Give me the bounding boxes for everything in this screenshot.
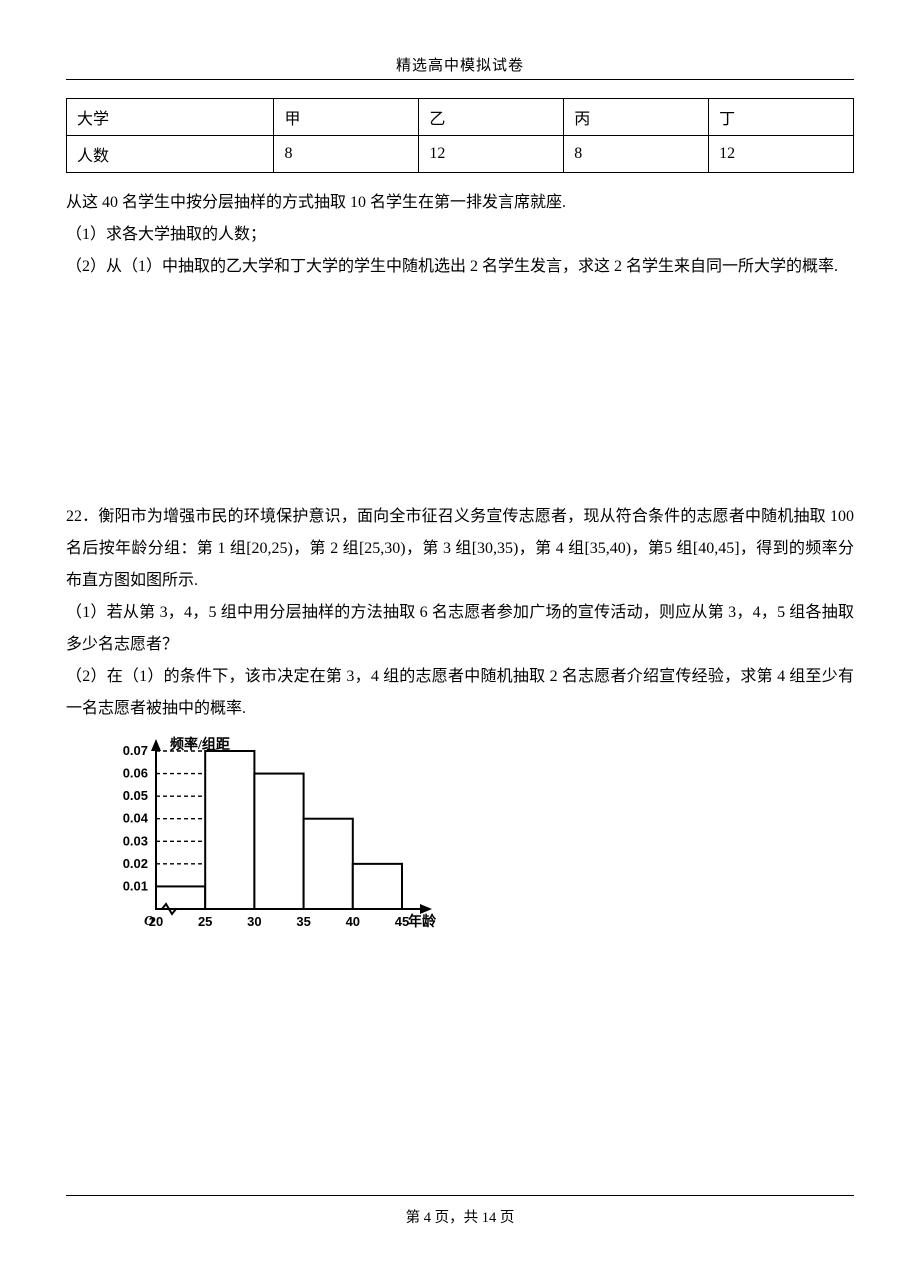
td-yi: 12 bbox=[419, 136, 564, 173]
th-jia: 甲 bbox=[274, 99, 419, 136]
table-row: 人数 8 12 8 12 bbox=[67, 136, 854, 173]
svg-text:0.06: 0.06 bbox=[123, 766, 148, 781]
svg-text:0.02: 0.02 bbox=[123, 856, 148, 871]
th-univ: 大学 bbox=[67, 99, 274, 136]
svg-text:年龄: 年龄 bbox=[408, 913, 437, 930]
td-bing: 8 bbox=[564, 136, 709, 173]
th-bing: 丙 bbox=[564, 99, 709, 136]
td-ding: 12 bbox=[709, 136, 854, 173]
footer-total: 14 bbox=[482, 1210, 497, 1226]
frequency-histogram: 0.010.020.030.040.050.060.07202530354045… bbox=[90, 731, 854, 956]
svg-text:0.05: 0.05 bbox=[123, 788, 148, 803]
svg-text:0.07: 0.07 bbox=[123, 743, 148, 758]
header-rule bbox=[66, 79, 854, 80]
q21-part2: （2）从（1）中抽取的乙大学和丁大学的学生中随机选出 2 名学生发言，求这 2 … bbox=[66, 251, 854, 283]
td-label: 人数 bbox=[67, 136, 274, 173]
svg-text:O: O bbox=[144, 914, 154, 929]
page-footer: 第 4 页，共 14 页 bbox=[0, 1195, 920, 1227]
svg-text:40: 40 bbox=[346, 914, 360, 929]
footer-rule bbox=[66, 1195, 854, 1196]
svg-text:0.01: 0.01 bbox=[123, 878, 148, 893]
q22-intro: 22．衡阳市为增强市民的环境保护意识，面向全市征召义务宣传志愿者，现从符合条件的… bbox=[66, 501, 854, 597]
university-table: 大学 甲 乙 丙 丁 人数 8 12 8 12 bbox=[66, 98, 854, 173]
svg-text:0.03: 0.03 bbox=[123, 833, 148, 848]
q21-intro: 从这 40 名学生中按分层抽样的方式抽取 10 名学生在第一排发言席就座. bbox=[66, 187, 854, 219]
histogram-svg: 0.010.020.030.040.050.060.07202530354045… bbox=[90, 731, 450, 951]
footer-current: 4 bbox=[424, 1210, 431, 1226]
q21-part1: （1）求各大学抽取的人数； bbox=[66, 219, 854, 251]
svg-text:30: 30 bbox=[247, 914, 261, 929]
footer-prefix: 第 bbox=[406, 1210, 424, 1226]
q22-part1: （1）若从第 3，4，5 组中用分层抽样的方法抽取 6 名志愿者参加广场的宣传活… bbox=[66, 597, 854, 661]
footer-mid: 页，共 bbox=[431, 1210, 482, 1226]
svg-text:0.04: 0.04 bbox=[123, 811, 149, 826]
q22-part2: （2）在（1）的条件下，该市决定在第 3，4 组的志愿者中随机抽取 2 名志愿者… bbox=[66, 661, 854, 725]
svg-text:频率/组距: 频率/组距 bbox=[170, 736, 230, 753]
table-header-row: 大学 甲 乙 丙 丁 bbox=[67, 99, 854, 136]
page-header-title: 精选高中模拟试卷 bbox=[66, 54, 854, 75]
svg-text:25: 25 bbox=[198, 914, 212, 929]
footer-suffix: 页 bbox=[496, 1210, 514, 1226]
th-ding: 丁 bbox=[709, 99, 854, 136]
td-jia: 8 bbox=[274, 136, 419, 173]
th-yi: 乙 bbox=[419, 99, 564, 136]
svg-text:35: 35 bbox=[296, 914, 310, 929]
footer-pagenum: 第 4 页，共 14 页 bbox=[0, 1206, 920, 1227]
